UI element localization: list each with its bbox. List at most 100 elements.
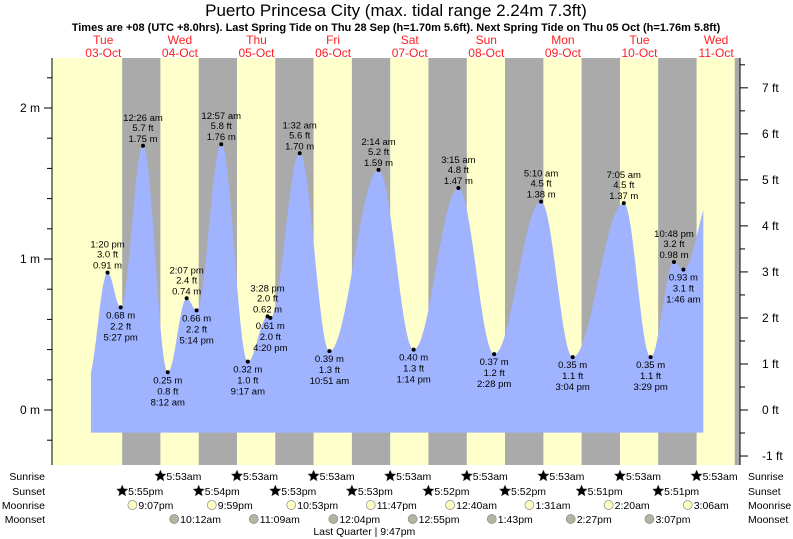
sunrise-star-icon [307, 469, 320, 482]
extreme-point [165, 370, 170, 375]
sunset-star-icon [575, 484, 588, 497]
extreme-point [621, 201, 626, 206]
day-label-dow: Thu [246, 33, 267, 47]
sunset-star-icon [498, 484, 512, 497]
moonset-time: 2:27pm [577, 514, 612, 526]
high-tide-label: 10:48 pm [654, 229, 694, 240]
sunset-time: 5:53pm [281, 486, 316, 498]
day-label-date: 04-Oct [162, 46, 199, 60]
low-tide-label: 8:12 am [151, 397, 185, 408]
high-tide-label: 1.59 m [364, 158, 393, 169]
right-tick-label: 0 ft [762, 403, 779, 417]
low-tide-label: 3:04 pm [556, 382, 590, 393]
sunrise-star-icon [613, 469, 627, 482]
moonset-row-label: Moonset [5, 514, 45, 526]
high-tide-label: 2:07 pm [169, 265, 203, 276]
day-label-date: 10-Oct [621, 46, 658, 60]
day-label-date: 07-Oct [392, 46, 429, 60]
extreme-point [376, 167, 381, 172]
moonrise-time: 1:31am [535, 500, 570, 512]
sunrise-time: 5:53am [473, 471, 508, 483]
extreme-point [570, 355, 575, 360]
day-label-date: 08-Oct [468, 46, 505, 60]
high-tide-label: 4.8 ft [448, 165, 469, 176]
extreme-point [245, 359, 250, 364]
moonrise-time: 10:53pm [297, 500, 338, 512]
low-tide-label: 0.25 m [153, 375, 182, 386]
high-tide-label: 5:10 am [524, 169, 558, 180]
low-tide-label: 1.0 ft [237, 376, 258, 387]
moonset-moon-icon [486, 514, 497, 524]
high-tide-label: 7:05 am [607, 170, 641, 181]
moonset-time: 10:12am [180, 514, 221, 526]
low-tide-label: 0.40 m [399, 353, 428, 364]
low-tide-label: 10:51 am [310, 376, 350, 387]
low-tide-label: 4:20 pm [253, 343, 287, 354]
low-tide-label: 1.2 ft [484, 368, 505, 379]
extreme-point [539, 199, 544, 204]
moonset-time: 11:09am [260, 514, 300, 526]
moonset-time: 3:07pm [655, 514, 690, 526]
sunset-row-label-right: Sunset [748, 486, 781, 498]
high-tide-label: 0.91 m [93, 261, 122, 272]
right-tick-label: 6 ft [762, 127, 779, 141]
extreme-point [194, 308, 199, 313]
extreme-point [456, 186, 461, 191]
high-tide-label: 3.2 ft [663, 239, 684, 250]
sunrise-time: 5:53am [703, 471, 738, 483]
moonrise-moon-icon [682, 500, 693, 510]
day-label-dow: Tue [93, 33, 114, 47]
low-tide-label: 5:27 pm [104, 332, 138, 343]
high-tide-label: 4.5 ft [613, 180, 634, 191]
high-tide-label: 2:14 am [361, 137, 395, 148]
high-tide-label: 12:26 am [123, 113, 163, 124]
right-tick-label: 5 ft [762, 173, 779, 187]
low-tide-label: 2.2 ft [110, 321, 131, 332]
low-tide-label: 0.93 m [669, 273, 698, 284]
high-tide-label: 1:32 am [283, 120, 317, 131]
sunrise-time: 5:53am [166, 471, 201, 483]
sunset-star-icon [651, 484, 665, 497]
right-tick-label: 7 ft [762, 81, 779, 95]
extreme-point [327, 349, 332, 354]
high-tide-label: 12:57 am [201, 111, 241, 122]
high-tide-label: 5.7 ft [132, 123, 153, 134]
extreme-point [297, 151, 302, 156]
left-tick-label: 1 m [20, 252, 40, 266]
low-tide-label: 1:14 pm [396, 375, 430, 386]
low-tide-label: 3:29 pm [633, 382, 667, 393]
high-tide-label: 3:28 pm [250, 283, 284, 294]
sunset-star-icon [115, 484, 129, 497]
sunset-time: 5:54pm [205, 486, 240, 498]
high-tide-label: 2.0 ft [257, 293, 278, 304]
high-tide-label: 1:20 pm [90, 240, 124, 251]
day-label-dow: Wed [168, 33, 192, 47]
tide-area [90, 144, 704, 433]
tide-extremes: 1:20 pm3.0 ft0.91 m0.68 m2.2 ft5:27 pm12… [90, 111, 700, 408]
low-tide-label: 1.3 ft [319, 365, 340, 376]
day-label-date: 05-Oct [238, 46, 275, 60]
sunrise-time: 5:53am [626, 471, 661, 483]
extreme-point [681, 267, 686, 272]
high-tide-label: 0.62 m [253, 304, 282, 315]
high-tide-label: 1.37 m [609, 191, 638, 202]
night-band [734, 58, 740, 465]
moonrise-moon-icon [365, 500, 376, 510]
low-tide-label: 0.35 m [558, 360, 587, 371]
extreme-point [671, 260, 676, 265]
day-label-date: 11-Oct [699, 46, 735, 60]
sunset-star-icon [192, 484, 206, 497]
sunrise-row-label-right: Sunrise [748, 471, 784, 483]
right-tick-label: 1 ft [762, 357, 779, 371]
sunrise-time: 5:53am [549, 471, 584, 483]
high-tide-label: 1.38 m [527, 190, 556, 201]
moonset-time: 12:04pm [339, 514, 380, 526]
extreme-point [268, 315, 273, 320]
moonrise-moon-icon [127, 500, 138, 510]
high-tide-label: 5.2 ft [368, 147, 389, 158]
left-tick-label: 0 m [20, 403, 40, 417]
low-tide-label: 1:46 am [666, 295, 700, 306]
sunrise-time: 5:53am [396, 471, 431, 483]
moonrise-time: 9:59pm [218, 500, 253, 512]
